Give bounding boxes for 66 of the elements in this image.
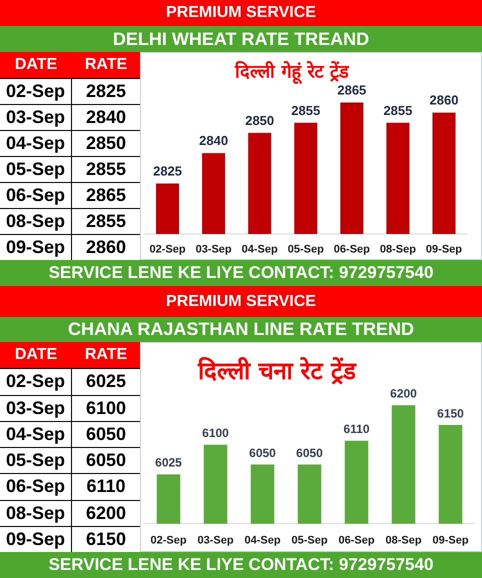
x-tick-label: 04-Sep: [244, 534, 281, 546]
data-label: 2865: [337, 82, 366, 98]
data-label: 2860: [430, 92, 458, 108]
data-label: 2855: [86, 211, 126, 232]
data-label: 2850: [245, 112, 274, 128]
x-tick-label: 06-Sep: [334, 244, 370, 256]
chart-title: DELHI WHEAT RATE TREAND: [112, 28, 370, 50]
category-label: 03-Sep: [6, 398, 66, 419]
x-tick-label: 08-Sep: [380, 244, 416, 256]
text: PREMIUM SERVICE: [166, 4, 316, 22]
data-label: 2855: [383, 102, 412, 118]
data-label: 6150: [437, 406, 464, 420]
data-label: 2855: [291, 102, 320, 118]
x-tick-label: 03-Sep: [197, 534, 234, 546]
data-label: 6025: [155, 456, 182, 470]
data-label: 2840: [86, 107, 126, 128]
data-label: 6050: [86, 450, 126, 472]
category-label: 04-Sep: [6, 133, 66, 154]
x-tick-label: 05-Sep: [288, 244, 324, 256]
x-tick-label: 06-Sep: [338, 534, 375, 546]
category-label: 08-Sep: [6, 211, 66, 232]
text: PREMIUM SERVICE: [166, 292, 316, 310]
x-tick-label: 04-Sep: [242, 244, 278, 256]
data-label: 6100: [86, 398, 126, 419]
x-tick-label: 02-Sep: [150, 534, 187, 546]
data-label: 2850: [86, 133, 126, 154]
category-label: 04-Sep: [6, 424, 66, 445]
category-label: 02-Sep: [6, 371, 66, 392]
data-label: 6150: [86, 528, 126, 550]
text: DATE: [14, 346, 58, 364]
chart-title: CHANA RAJASTHAN LINE RATE TREND: [68, 319, 414, 340]
data-label: 6100: [202, 426, 230, 440]
x-tick-label: 02-Sep: [149, 244, 186, 256]
x-tick-label: 05-Sep: [291, 534, 328, 546]
text: दिल्ली चना रेट ट्रेंड: [196, 357, 358, 386]
category-label: 08-Sep: [6, 502, 66, 524]
category-label: 06-Sep: [6, 185, 66, 206]
x-tick-label: 03-Sep: [196, 244, 232, 256]
text: SERVICE LENE KE LIYE CONTACT: 9729757540: [48, 555, 434, 575]
data-label: 2840: [199, 133, 228, 148]
data-label: 6025: [86, 371, 126, 392]
text: SERVICE LENE KE LIYE CONTACT: 9729757540: [48, 263, 434, 283]
x-tick-label: 08-Sep: [385, 534, 422, 546]
text: RATE: [84, 346, 128, 364]
data-label: 2825: [153, 164, 182, 179]
category-label: 05-Sep: [6, 159, 66, 180]
data-label: 2860: [86, 237, 126, 258]
category-label: 06-Sep: [6, 476, 66, 498]
data-label: 6200: [86, 502, 126, 524]
data-label: 6200: [390, 386, 418, 401]
data-label: 6050: [296, 446, 324, 460]
data-label: 6050: [86, 424, 126, 445]
data-label: 2855: [86, 159, 126, 180]
x-tick-label: 09-Sep: [426, 244, 462, 256]
category-label: 05-Sep: [6, 450, 66, 472]
category-label: 03-Sep: [6, 107, 66, 128]
x-tick-label: 09-Sep: [432, 534, 469, 546]
data-label: 2865: [86, 185, 126, 206]
text: RATE: [84, 56, 128, 74]
category-label: 02-Sep: [6, 81, 66, 102]
data-label: 6050: [249, 446, 276, 460]
data-label: 6110: [343, 422, 370, 436]
data-label: 6110: [86, 476, 126, 498]
text: दिल्ली गेहूं रेट ट्रेंड: [234, 60, 350, 85]
data-label: 2825: [86, 81, 126, 102]
text: DATE: [14, 56, 58, 74]
